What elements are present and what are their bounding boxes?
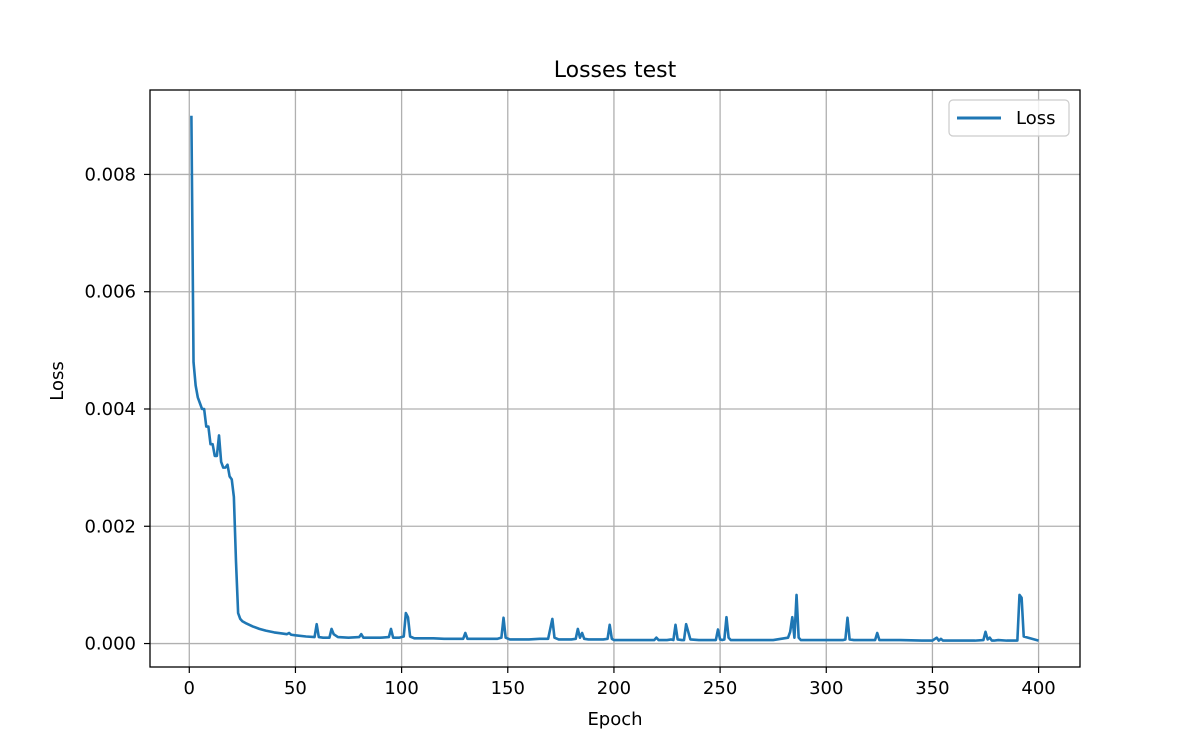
x-tick-label: 200	[597, 678, 631, 699]
legend-label-loss: Loss	[1016, 108, 1055, 129]
y-axis: 0.000 0.002 0.004 0.006 0.008	[84, 164, 150, 655]
y-tick-label: 0.004	[84, 399, 136, 420]
x-axis: 0 50 100 150 200 250 300 350 400	[184, 667, 1056, 699]
y-tick-label: 0.006	[84, 282, 136, 303]
x-tick-label: 250	[703, 678, 737, 699]
grid	[150, 90, 1080, 667]
axes-frame	[149, 89, 1081, 668]
x-tick-label: 300	[809, 678, 843, 699]
x-tick-label: 0	[184, 678, 195, 699]
y-axis-label: Loss	[47, 361, 68, 400]
series-line-loss	[190, 115, 1039, 642]
legend: Loss	[948, 99, 1070, 137]
x-tick-label: 50	[284, 678, 307, 699]
y-tick-label: 0.008	[84, 164, 136, 185]
plot-area	[190, 115, 1039, 642]
y-tick-label: 0.002	[84, 516, 136, 537]
y-tick-label: 0.000	[84, 634, 136, 655]
legend-box	[948, 99, 1070, 137]
chart-title: Losses test	[554, 58, 677, 83]
x-tick-label: 100	[384, 678, 418, 699]
x-tick-label: 400	[1021, 678, 1055, 699]
x-axis-label: Epoch	[587, 709, 642, 730]
x-tick-label: 150	[491, 678, 525, 699]
x-tick-label: 350	[915, 678, 949, 699]
